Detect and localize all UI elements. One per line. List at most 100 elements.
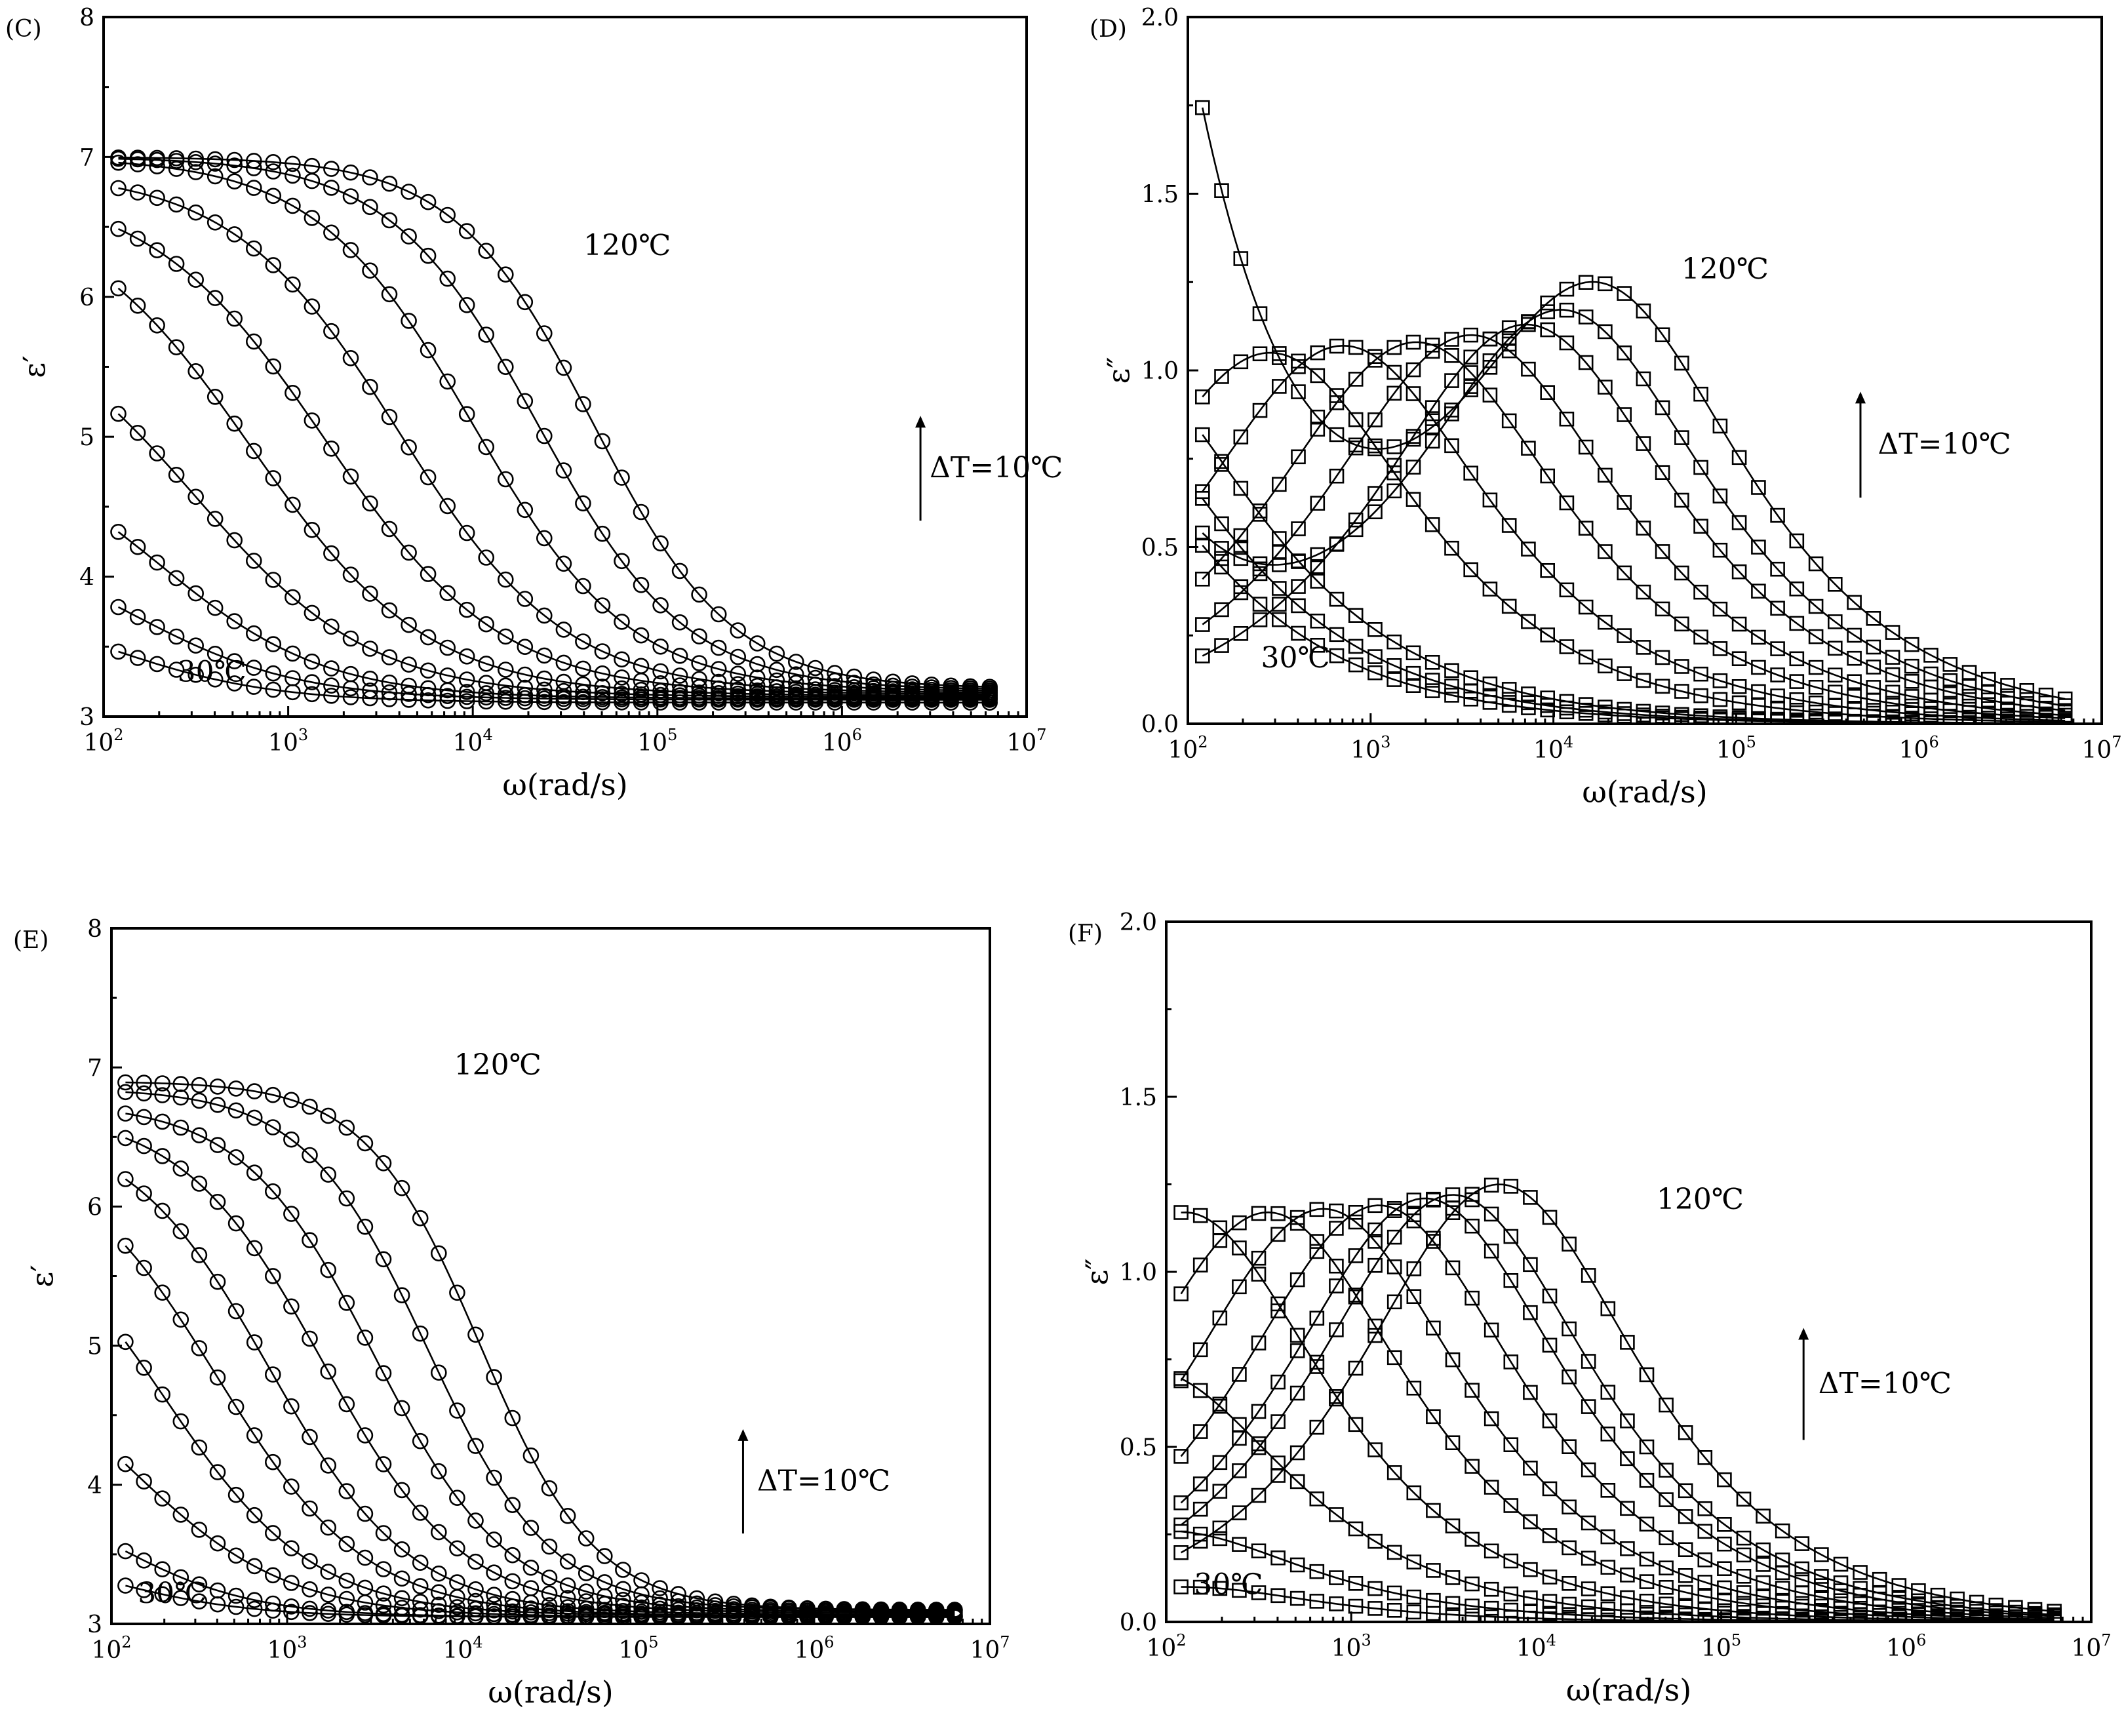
data-point	[342, 689, 359, 705]
data-point	[381, 602, 398, 619]
data-point	[1717, 1580, 1732, 1596]
data-point	[1578, 697, 1594, 712]
data-point	[1833, 1556, 1849, 1572]
data-point	[1484, 1600, 1499, 1616]
data-point	[1444, 332, 1459, 347]
data-point	[285, 496, 301, 513]
data-point	[393, 1570, 410, 1587]
data-point	[807, 660, 824, 677]
data-point	[420, 692, 437, 709]
data-point	[1425, 344, 1440, 359]
data-point	[1192, 1579, 1208, 1595]
data-point	[1251, 1206, 1267, 1221]
data-point	[154, 1490, 170, 1507]
data-point	[320, 1107, 337, 1124]
data-point	[575, 676, 591, 693]
data-point	[304, 653, 321, 670]
data-point	[439, 585, 456, 602]
data-point	[283, 1298, 300, 1315]
data-point	[1329, 1203, 1344, 1219]
data-point	[725, 1596, 742, 1612]
data-point	[504, 1590, 521, 1608]
data-point	[1195, 617, 1210, 632]
y-tick-label: 0.5	[1141, 535, 1179, 562]
data-point	[393, 1590, 410, 1607]
data-point	[633, 1604, 650, 1620]
data-point	[1252, 306, 1268, 321]
chart-panel: 102 103 104 105 106 1070.00.51.01.52.0(D)ω(ra…	[1090, 5, 2122, 810]
data-point	[265, 154, 282, 170]
data-point	[1386, 1465, 1402, 1480]
data-point	[302, 1330, 318, 1347]
data-point	[1693, 519, 1708, 534]
data-point	[1540, 322, 1555, 338]
data-point	[1770, 700, 1785, 716]
data-point	[865, 671, 882, 688]
data-point	[1885, 650, 1900, 665]
x-tick-label: 105	[1701, 1631, 1741, 1662]
data-point	[1712, 692, 1728, 707]
data-point	[1386, 1229, 1402, 1245]
data-point	[807, 669, 824, 686]
data-point	[1348, 340, 1364, 355]
data-point	[439, 498, 456, 515]
data-point	[1445, 1187, 1461, 1202]
data-point	[1309, 1491, 1325, 1507]
fit-line	[1180, 1183, 2055, 1613]
data-point	[227, 1587, 245, 1604]
data-point	[1426, 1231, 1441, 1246]
data-point	[1751, 629, 1766, 645]
data-point	[1751, 583, 1766, 599]
data-point	[265, 163, 282, 180]
data-point	[478, 549, 495, 566]
data-point	[1367, 1234, 1383, 1249]
data-point	[285, 155, 301, 172]
data-point	[226, 310, 243, 327]
fit-line	[1202, 341, 2066, 719]
data-point	[541, 1480, 558, 1497]
data-point	[362, 495, 378, 512]
annotation-bottom-temp: 30℃	[138, 1577, 206, 1610]
data-point	[1712, 542, 1728, 558]
data-point	[1367, 1198, 1383, 1213]
chart-panel: 102 103 104 105 106 107345678(C)ω(rad/s)ε′120…	[5, 5, 1063, 802]
fit-line	[125, 1463, 955, 1618]
data-point	[555, 555, 572, 572]
data-point	[1251, 1440, 1267, 1455]
data-point	[1775, 1592, 1790, 1608]
data-point	[1636, 584, 1651, 600]
data-point	[710, 606, 727, 623]
data-point	[1942, 684, 1958, 700]
data-point	[449, 1402, 465, 1419]
data-point	[1731, 450, 1747, 465]
data-point	[1289, 1328, 1305, 1343]
data-point	[1348, 1248, 1364, 1263]
data-point	[430, 1566, 447, 1582]
data-point	[522, 1520, 540, 1536]
data-point	[1367, 1533, 1383, 1549]
data-point	[1659, 1596, 1674, 1612]
x-tick-label: 106	[1886, 1631, 1926, 1662]
data-point	[1911, 1583, 1926, 1598]
data-point	[1289, 1445, 1305, 1461]
data-point	[357, 1218, 374, 1235]
data-point	[227, 1598, 245, 1615]
data-point	[1252, 346, 1268, 362]
data-point	[1463, 670, 1478, 686]
data-point	[1731, 679, 1747, 694]
data-point	[854, 1601, 871, 1618]
data-point	[168, 661, 185, 678]
data-point	[1310, 547, 1326, 562]
data-point	[420, 680, 437, 697]
data-point	[1756, 1606, 1771, 1621]
data-point	[1367, 621, 1383, 637]
data-point	[1736, 1596, 1752, 1611]
data-point	[1291, 554, 1306, 569]
data-point	[168, 196, 185, 213]
data-point	[768, 645, 785, 662]
data-point	[1348, 437, 1364, 453]
data-point	[1386, 1545, 1402, 1560]
data-point	[884, 677, 901, 694]
data-point	[1540, 627, 1555, 642]
data-point	[393, 1541, 410, 1558]
